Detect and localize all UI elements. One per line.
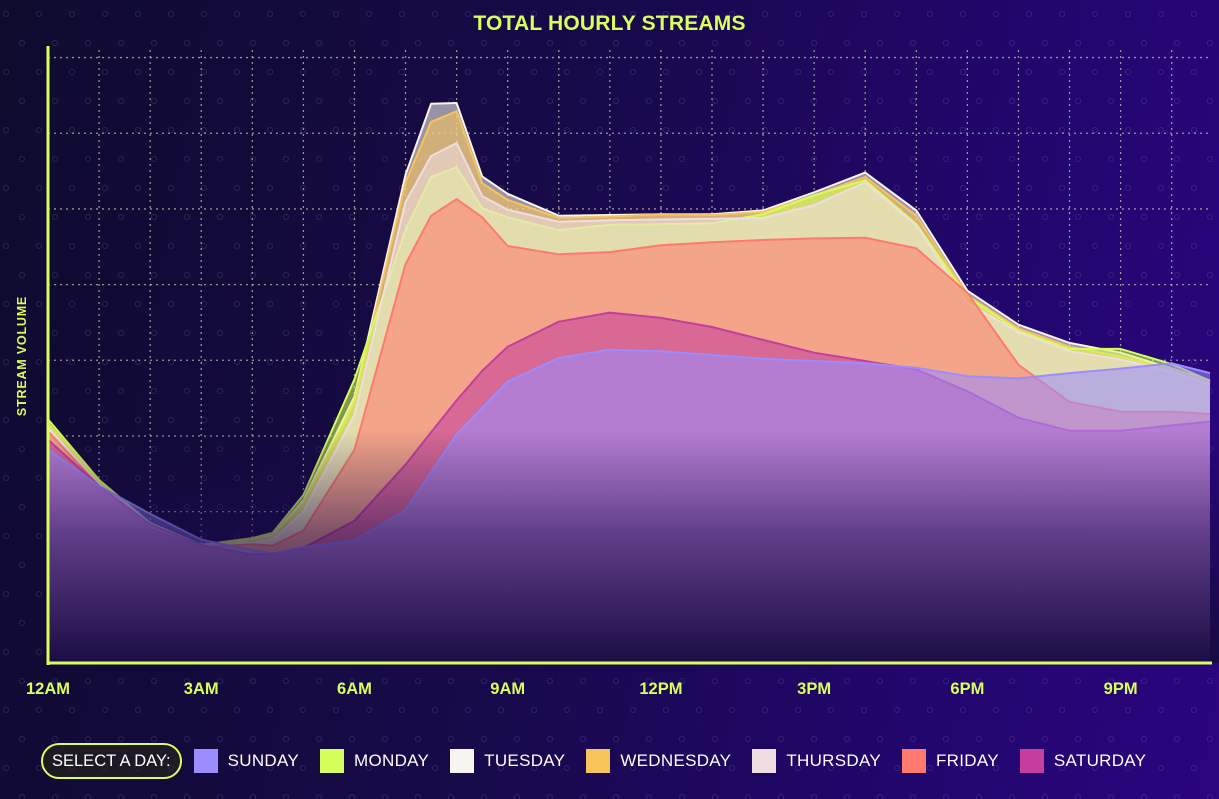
legend-item-saturday[interactable]: SATURDAY — [1019, 749, 1147, 773]
legend-label: MONDAY — [354, 751, 430, 770]
legend-label: FRIDAY — [935, 751, 999, 770]
legend-item-thursday[interactable]: THURSDAY — [752, 749, 881, 773]
day-legend: SELECT A DAY: SUNDAY MONDAY TUESDAY WEDNESD… — [41, 742, 1167, 780]
x-tick-label: 9PM — [1104, 680, 1138, 698]
legend-item-sunday[interactable]: SUNDAY — [193, 749, 300, 773]
legend-swatch — [450, 749, 475, 773]
legend-label: TUESDAY — [484, 751, 566, 770]
legend-label: WEDNESDAY — [620, 751, 732, 770]
legend-label: SATURDAY — [1053, 751, 1147, 770]
x-tick-label: 12AM — [26, 680, 70, 698]
legend-item-tuesday[interactable]: TUESDAY — [450, 749, 565, 773]
x-tick-label: 3PM — [797, 680, 831, 698]
x-tick-label: 6PM — [950, 680, 984, 698]
x-tick-label: 12PM — [639, 680, 682, 698]
chart-title: TOTAL HOURLY STREAMS — [473, 12, 746, 35]
legend-item-wednesday[interactable]: WEDNESDAY — [586, 749, 731, 773]
legend-label: SUNDAY — [227, 751, 300, 770]
legend-swatch — [1019, 749, 1044, 773]
legend-swatch — [752, 749, 777, 773]
bottom-fade — [48, 430, 1219, 663]
legend-swatch — [586, 749, 611, 773]
legend-item-monday[interactable]: MONDAY — [320, 749, 429, 773]
legend-swatch — [320, 749, 345, 773]
x-tick-label: 6AM — [337, 680, 372, 698]
legend-swatch — [193, 749, 218, 773]
x-tick-label: 3AM — [184, 680, 219, 698]
legend-swatch — [901, 749, 926, 773]
select-day-button[interactable]: SELECT A DAY: — [41, 743, 182, 779]
legend-label: THURSDAY — [786, 751, 881, 770]
legend-item-friday[interactable]: FRIDAY — [901, 749, 999, 773]
x-tick-label: 9AM — [490, 680, 525, 698]
